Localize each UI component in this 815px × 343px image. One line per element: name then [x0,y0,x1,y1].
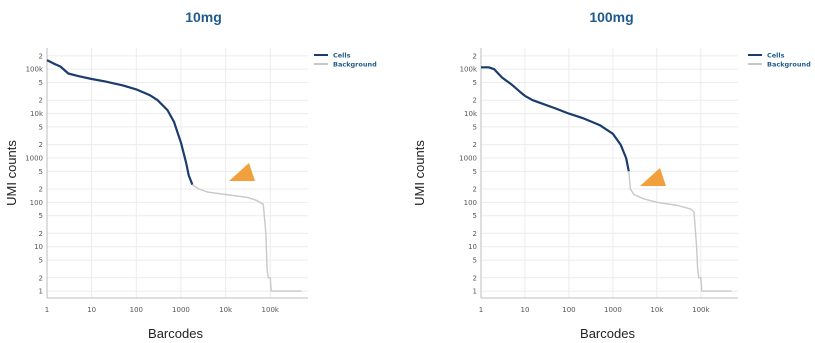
chart-svg-10mg: 1 2 5 10 2 5 100 2 5 1000 2 5 10k 2 5 100k 2 1 10 100 1000 10… [4,48,377,341]
y-tick-label: 2 [39,230,43,238]
y-tick-label: 2 [473,52,477,60]
x-tick-label: 100 [130,306,143,314]
series-line-cells [46,59,194,186]
y-tick-label: 100 [30,199,43,207]
series-line-cells [481,66,630,172]
x-tick-label: 10k [650,306,664,314]
y-tick-label: 2 [39,185,43,193]
y-tick-label: 5 [39,168,43,176]
y-tick-label: 1000 [25,154,43,162]
x-tick-label: 10 [87,306,96,314]
chart-svg-100mg: 1 2 5 10 2 5 100 2 5 1000 2 5 10k 2 5 100k 2 1 10 100 1000 10… [412,48,811,341]
legend-label: Background [767,60,811,68]
x-tick-label: 10 [521,306,530,314]
y-tick-label: 5 [473,257,477,265]
y-tick-label: 2 [39,97,43,105]
y-tick-label: 100k [26,66,44,74]
chart-panel-100mg: 100mg 1 2 5 10 2 5 100 2 5 1000 2 5 10k 2 5 100k 2 1 10 100… [408,0,815,343]
chart-panel-10mg: 10mg 1 2 5 10 2 5 100 2 5 1000 2 5 10k 2 5 100k 2 1 10 100 1… [0,0,407,343]
y-tick-label: 10k [464,110,478,118]
y-axis-title: UMI counts [412,140,427,206]
y-tick-label: 10k [30,110,44,118]
series-line-background [192,184,302,292]
x-tick-label: 1 [45,306,49,314]
y-tick-label: 2 [39,141,43,149]
legend-label: Cells [767,51,785,59]
x-tick-label: 100k [262,306,280,314]
x-tick-label: 100 [562,306,575,314]
y-tick-label: 2 [473,97,477,105]
y-tick-label: 5 [39,212,43,220]
y-tick-label: 2 [39,274,43,282]
legend-label: Cells [333,51,351,59]
y-tick-label: 5 [39,79,43,87]
x-axis-title: Barcodes [148,326,203,341]
annotation-arrow [640,168,666,186]
y-axis-title: UMI counts [4,140,19,206]
y-tick-label: 2 [39,52,43,60]
x-tick-label: 1000 [172,306,190,314]
y-tick-label: 5 [473,168,477,176]
x-tick-label: 1 [479,306,483,314]
y-tick-label: 2 [473,141,477,149]
grid [46,48,308,298]
series-line-background [628,171,732,292]
y-tick-label: 10 [468,243,477,251]
y-tick-label: 1 [39,288,43,296]
y-tick-label: 1 [473,288,477,296]
y-tick-label: 2 [473,230,477,238]
y-tick-label: 1000 [459,154,477,162]
y-tick-label: 100k [460,66,478,74]
x-tick-label: 1000 [604,306,622,314]
x-tick-label: 100k [692,306,710,314]
y-tick-label: 5 [473,123,477,131]
x-tick-label: 10k [219,306,233,314]
y-tick-label: 100 [464,199,477,207]
chart-title: 10mg [185,9,222,25]
y-tick-label: 5 [473,212,477,220]
y-tick-label: 5 [39,123,43,131]
annotation-arrow [229,163,255,181]
chart-title: 100mg [589,9,634,25]
y-tick-label: 2 [473,274,477,282]
y-tick-label: 10 [34,243,43,251]
legend-label: Background [333,60,377,68]
y-tick-label: 5 [39,257,43,265]
x-axis-title: Barcodes [580,326,635,341]
grid [480,48,738,298]
y-tick-label: 2 [473,185,477,193]
y-tick-label: 5 [473,79,477,87]
